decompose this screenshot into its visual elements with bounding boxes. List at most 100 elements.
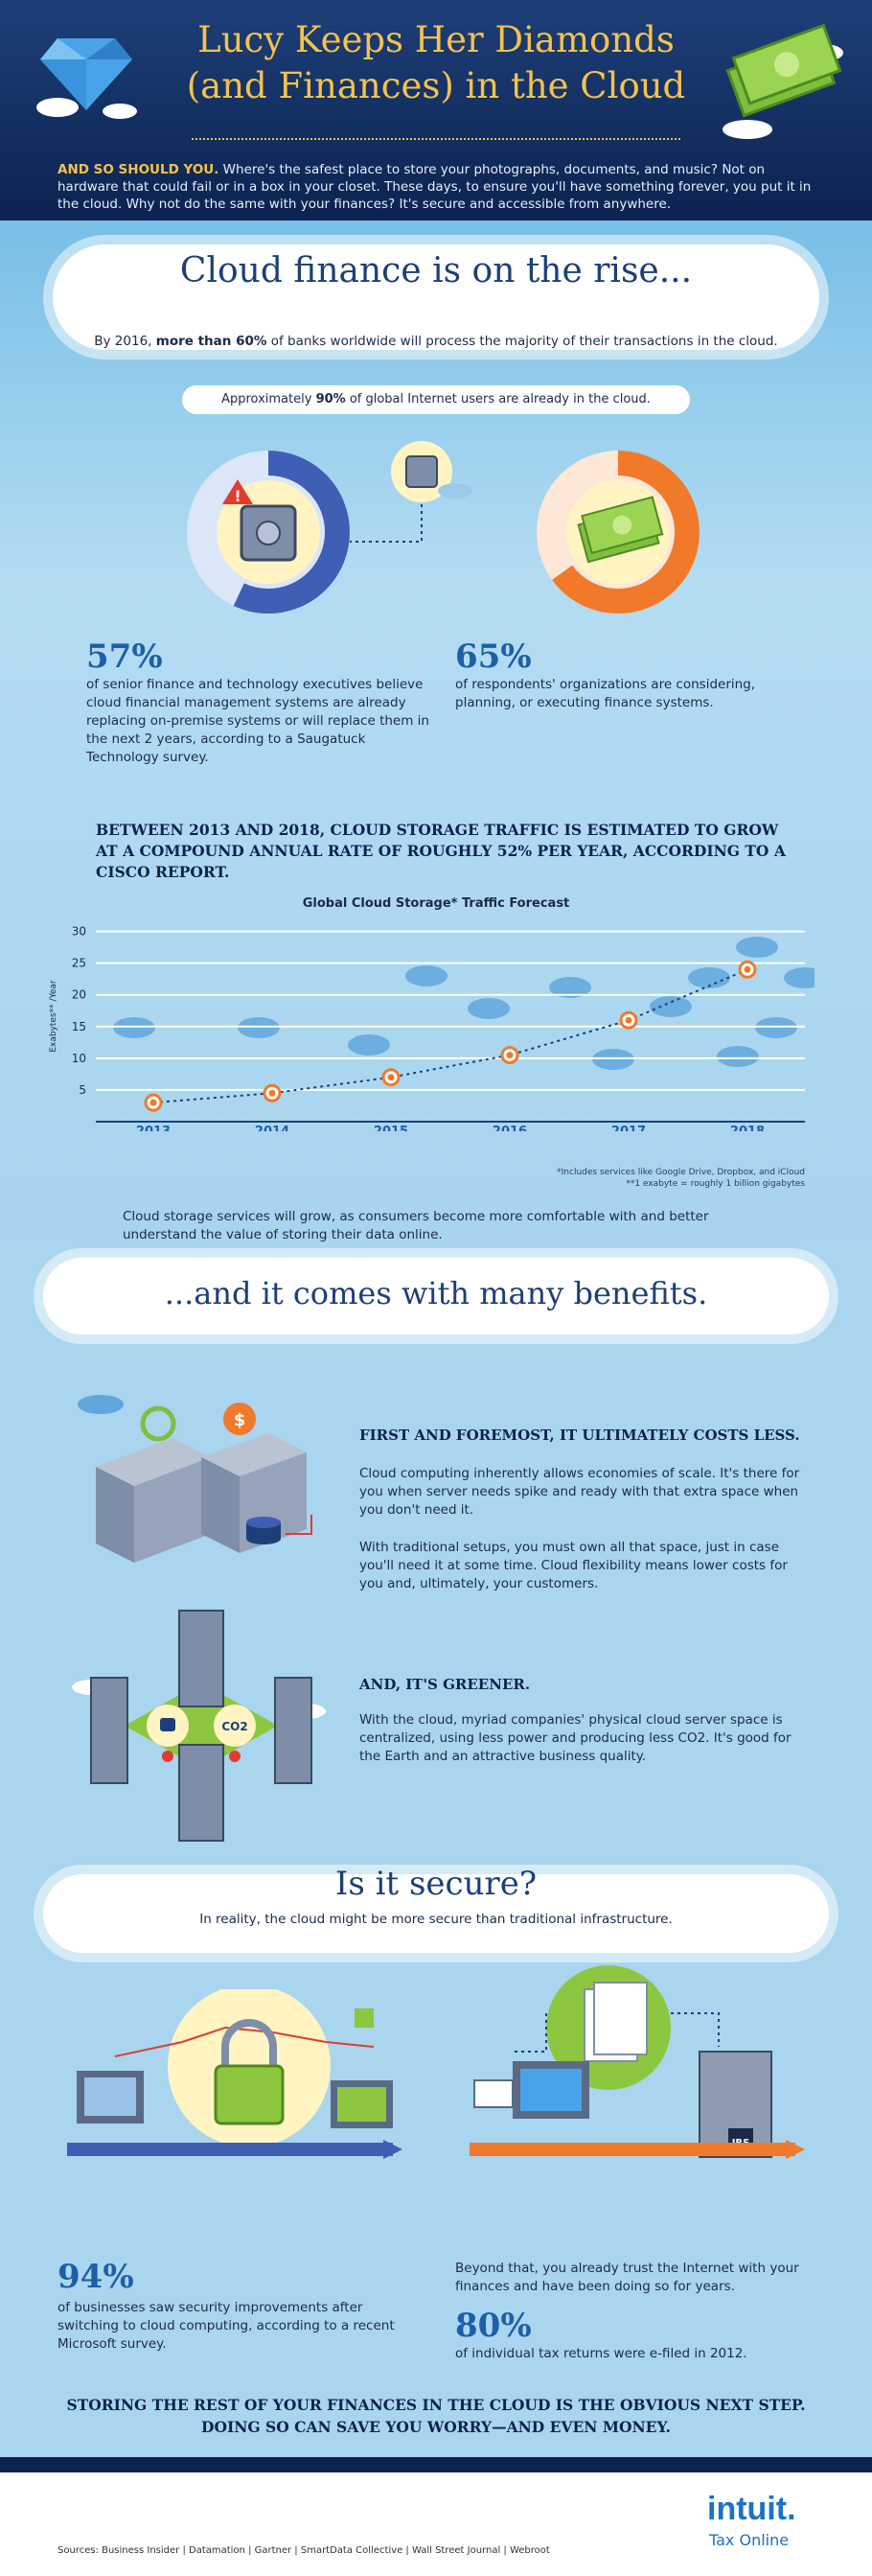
stat65-ring-graphic [537,451,700,614]
benefits-cloud-banner [43,1258,829,1334]
stat94-value: 94% [57,2258,134,2296]
chart-cloud-10 [736,937,778,958]
chart-point-dot-2013 [149,1099,157,1106]
chart-y-label: Exabytes** /Year [49,980,58,1053]
security-illustration [77,1989,393,2147]
chart-cloud-11 [755,1017,797,1038]
safe-small-icon [405,455,438,488]
co2-label: CO2 [221,1720,247,1733]
chart-y-tick-labels: 5 10 15 20 25 30 [72,925,86,1097]
title-divider [192,138,680,140]
title-line-1: Lucy Keeps Her Diamonds [197,19,675,60]
chart-cloud-0 [113,1017,155,1038]
chart-footnote-1: *Includes services like Google Drive, Dr… [557,1168,805,1177]
cost-paragraph-1: Cloud computing inherently allows econom… [359,1466,800,1518]
chart-cloud-8 [688,967,730,988]
chart-point-dot-2018 [744,965,751,973]
dollar-glyph: $ [234,1410,246,1430]
chart-y-tick-30: 30 [72,925,86,939]
chart-footnote-2: **1 exabyte = roughly 1 billion gigabyte… [626,1179,805,1189]
warning-icon [222,479,253,504]
lock-shackle [221,2019,277,2066]
footer-bar [0,2457,872,2472]
chart-cloud-2 [348,1034,390,1056]
ring65-progress [537,451,700,614]
recycle-icon [140,1405,176,1442]
chart-y-tick-15: 15 [72,1020,86,1033]
dollar-icon [223,1403,256,1435]
intro-paragraph: AND SO SHOULD YOU. Where's the safest pl… [57,161,815,213]
intro-text: Where's the safest place to store your p… [57,162,812,212]
efile-illustration: IRS [473,1965,772,2158]
stat57-ring-graphic: ! [187,441,472,614]
diamond-icon [36,38,137,119]
stat80-value: 80% [455,2307,532,2345]
lock-icon [214,2064,285,2125]
product-name: Tax Online [709,2531,790,2549]
chart-x-tick-2015: 2015 [374,1125,408,1131]
rise-sub-bold: more than 60% [155,334,267,349]
green-city-illustration: CO2 [72,1610,326,1842]
stat94-text: of businesses saw security improvements … [57,2300,395,2352]
chart-y-tick-25: 25 [72,957,86,970]
chart-cloud-5 [549,977,591,998]
ninety-banner [182,385,690,414]
cost-heading: FIRST AND FOREMOST, IT ULTIMATELY COSTS … [359,1427,800,1444]
chart-cloud-7 [650,996,692,1017]
chart-x-tick-2016: 2016 [493,1125,527,1131]
orange-chevron-bar [470,2140,805,2159]
chart-cloud-9 [717,1046,759,1067]
page-title: Lucy Keeps Her Diamonds (and Finances) i… [0,17,872,109]
chart-point-dot-2014 [268,1089,276,1097]
chart-cloud-1 [238,1017,280,1038]
stat80-text: of individual tax returns were e-filed i… [455,2346,747,2361]
chart-cloud-12 [784,967,815,988]
trust-text: Beyond that, you already trust the Inter… [455,2261,799,2294]
chart-point-dot-2017 [625,1016,632,1024]
rise-subtext: By 2016, more than 60% of banks worldwid… [67,334,805,349]
ring57-progress [187,451,350,614]
sources-list: Sources: Business Insider | Datamation |… [57,2545,550,2556]
chart-cloud-3 [405,965,447,986]
chart-series-line [152,968,748,1104]
chart-point-dot-2016 [506,1052,514,1059]
traffic-chart: 5 10 15 20 25 30 2013 2014 2015 2016 2017 2018 Exa… [49,925,815,1131]
co2-icon [214,1705,256,1747]
header-banner [0,0,872,220]
chart-gridlines [96,930,805,1091]
chart-decor-clouds [113,937,815,1070]
stat57-text: of senior finance and technology executi… [86,677,429,765]
chart-x-tick-2017: 2017 [611,1125,646,1131]
svg-text:!: ! [234,487,241,505]
chart-x-tick-2013: 2013 [136,1125,171,1131]
chart-point-dot-2015 [387,1074,395,1081]
ninety-pre: Approximately [221,392,316,406]
growth-text: Cloud storage services will grow, as con… [123,1209,709,1242]
green-paragraph: With the cloud, myriad companies' physic… [359,1712,792,1764]
footer [0,2472,872,2576]
chart-points [144,960,757,1112]
chart-title: Global Cloud Storage* Traffic Forecast [302,896,570,911]
benefits-heading: ...and it comes with many benefits. [164,1275,708,1311]
rise-heading: Cloud finance is on the rise... [179,251,693,290]
ninety-bold: 90% [315,392,346,406]
green-heading: AND, IT'S GREENER. [359,1676,531,1693]
rise-cloud-banner [53,244,819,350]
chart-cloud-6 [592,1049,634,1070]
intuit-logo[interactable]: intuit. [707,2491,796,2527]
chart-x-tick-labels: 2013 2014 2015 2016 2017 2018 [136,1125,765,1131]
secure-subtext: In reality, the cloud might be more secu… [199,1912,673,1927]
chart-y-tick-20: 20 [72,988,86,1002]
blue-chevron-bar [67,2140,402,2159]
servers-illustration: $ [78,1395,312,1563]
title-line-2: (and Finances) in the Cloud [186,65,686,106]
cost-paragraph-2: With traditional setups, you must own al… [359,1540,788,1591]
download-icon [355,2008,374,2028]
chart-y-tick-5: 5 [79,1083,86,1097]
printer-icon [473,2079,514,2108]
cisco-statement: BETWEEN 2013 AND 2018, CLOUD STORAGE TRA… [96,821,786,881]
rise-sub-post: of banks worldwide will process the majo… [266,334,778,349]
ninety-post: of global Internet users are already in … [345,392,651,406]
stat57-value: 57% [86,638,163,676]
cash-icon [577,496,664,564]
